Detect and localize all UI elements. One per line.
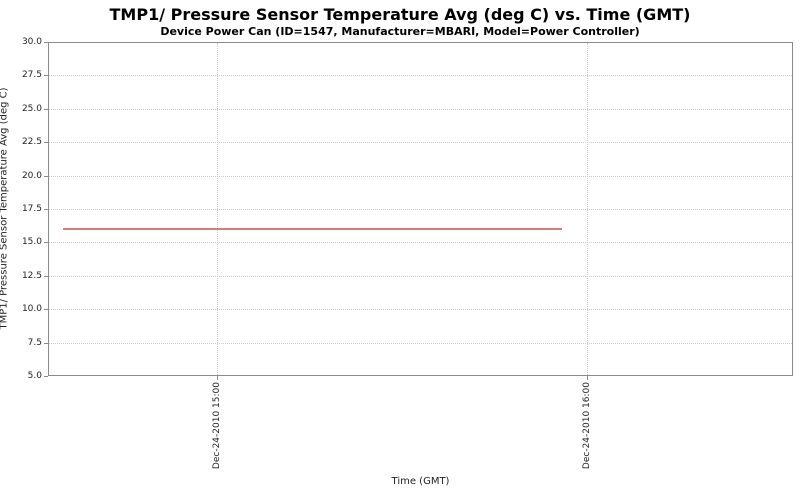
h-gridline xyxy=(49,309,792,310)
h-gridline xyxy=(49,176,792,177)
y-tick-mark xyxy=(44,42,48,43)
y-tick-label: 25.0 xyxy=(21,104,42,114)
y-tick-label: 20.0 xyxy=(21,171,42,181)
y-tick-label: 17.5 xyxy=(21,204,42,214)
h-gridline xyxy=(49,343,792,344)
y-tick-label: 10.0 xyxy=(21,304,42,314)
x-axis-label: Time (GMT) xyxy=(391,476,450,487)
h-gridline xyxy=(49,242,792,243)
y-tick-mark xyxy=(44,142,48,143)
h-gridline xyxy=(49,142,792,143)
y-tick-label: 22.5 xyxy=(21,137,42,147)
y-tick-mark xyxy=(44,276,48,277)
y-tick-mark xyxy=(44,242,48,243)
h-gridline xyxy=(49,209,792,210)
y-tick-mark xyxy=(44,209,48,210)
series-layer xyxy=(63,228,562,230)
y-tick-mark xyxy=(44,109,48,110)
v-gridline xyxy=(587,43,588,375)
y-tick-mark xyxy=(44,376,48,377)
y-tick-mark xyxy=(44,75,48,76)
y-tick-mark xyxy=(44,309,48,310)
h-gridline xyxy=(49,75,792,76)
y-tick-label: 30.0 xyxy=(21,37,42,47)
y-tick-mark xyxy=(44,343,48,344)
h-gridline xyxy=(49,276,792,277)
chart-subtitle: Device Power Can (ID=1547, Manufacturer=… xyxy=(160,25,640,38)
x-tick-label: Dec-24-2010 16:00 xyxy=(582,382,592,470)
y-tick-label: 5.0 xyxy=(27,371,42,381)
x-tick-mark xyxy=(217,376,218,380)
y-tick-mark xyxy=(44,176,48,177)
y-tick-label: 12.5 xyxy=(21,271,42,281)
h-gridline xyxy=(49,109,792,110)
y-tick-label: 27.5 xyxy=(21,70,42,80)
v-gridline xyxy=(217,43,218,375)
x-tick-mark xyxy=(587,376,588,380)
y-tick-label: 7.5 xyxy=(27,338,42,348)
chart-title: TMP1/ Pressure Sensor Temperature Avg (d… xyxy=(109,5,691,24)
y-tick-label: 15.0 xyxy=(21,237,42,247)
x-tick-label: Dec-24-2010 15:00 xyxy=(212,382,222,470)
